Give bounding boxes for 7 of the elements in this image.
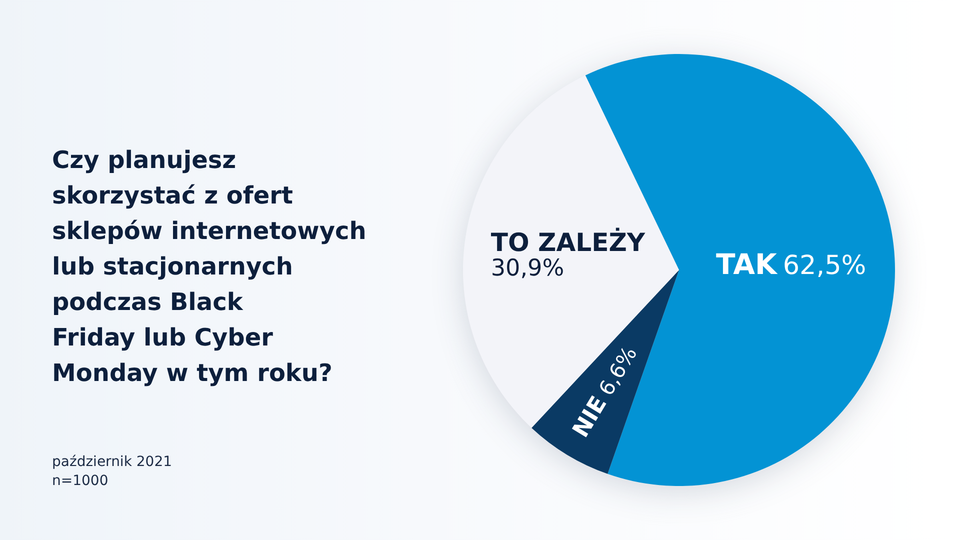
data-label: 30,9% — [490, 256, 564, 282]
text: październik 2021 — [52, 454, 172, 470]
data-label: 62,5% — [782, 250, 866, 281]
slice-label: TO ZALEŻY — [490, 227, 646, 258]
slice-label: TAK — [716, 248, 778, 281]
text: Czy planujesz skorzystać z ofert sklepów internetowych lub stacjonarnych podczas Black Friday lub Cyber Monday w tym roku? — [52, 146, 366, 387]
text: n=1000 — [52, 473, 108, 489]
